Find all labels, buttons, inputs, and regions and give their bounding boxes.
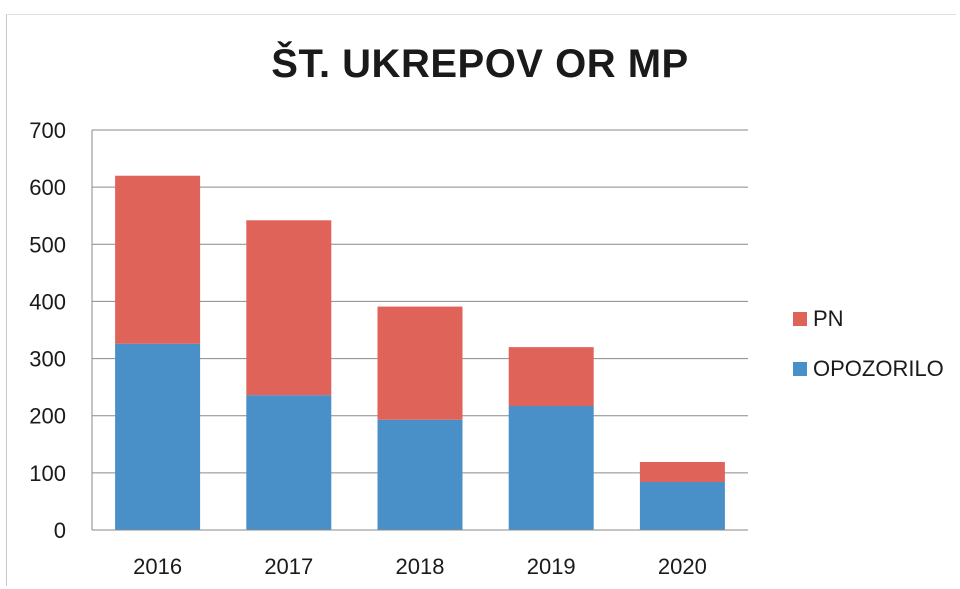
bar-opozorilo-2019: [509, 406, 594, 530]
y-tick-label-100: 100: [29, 461, 66, 486]
x-tick-label-2020: 2020: [658, 554, 707, 579]
legend-label-pn: PN: [813, 306, 844, 332]
bar-pn-2017: [246, 220, 331, 395]
bar-opozorilo-2016: [115, 344, 200, 530]
legend-item-opozorilo: OPOZORILO: [793, 357, 944, 381]
bar-pn-2019: [509, 347, 594, 406]
legend-swatch-pn: [793, 312, 807, 326]
bars: [115, 176, 725, 530]
x-tick-label-2016: 2016: [133, 554, 182, 579]
y-tick-label-400: 400: [29, 289, 66, 314]
legend-item-pn: PN: [793, 307, 944, 331]
y-tick-label-300: 300: [29, 347, 66, 372]
y-tick-label-0: 0: [54, 518, 66, 543]
x-tick-label-2017: 2017: [264, 554, 313, 579]
legend-swatch-opozorilo: [793, 362, 807, 376]
y-axis: 0 100 200 300 400 500 600 700: [29, 118, 92, 543]
y-tick-label-600: 600: [29, 175, 66, 200]
bar-pn-2020: [640, 462, 725, 482]
bar-opozorilo-2017: [246, 395, 331, 530]
legend: PN OPOZORILO: [793, 307, 944, 407]
y-tick-label-700: 700: [29, 118, 66, 143]
x-axis: 2016 2017 2018 2019 2020: [92, 530, 748, 579]
x-tick-label-2018: 2018: [396, 554, 445, 579]
y-tick-label-200: 200: [29, 404, 66, 429]
bar-pn-2018: [378, 307, 463, 420]
legend-label-opozorilo: OPOZORILO: [813, 356, 944, 382]
x-tick-label-2019: 2019: [527, 554, 576, 579]
bar-opozorilo-2020: [640, 482, 725, 530]
bar-pn-2016: [115, 176, 200, 344]
bar-opozorilo-2018: [378, 420, 463, 530]
y-tick-label-500: 500: [29, 232, 66, 257]
